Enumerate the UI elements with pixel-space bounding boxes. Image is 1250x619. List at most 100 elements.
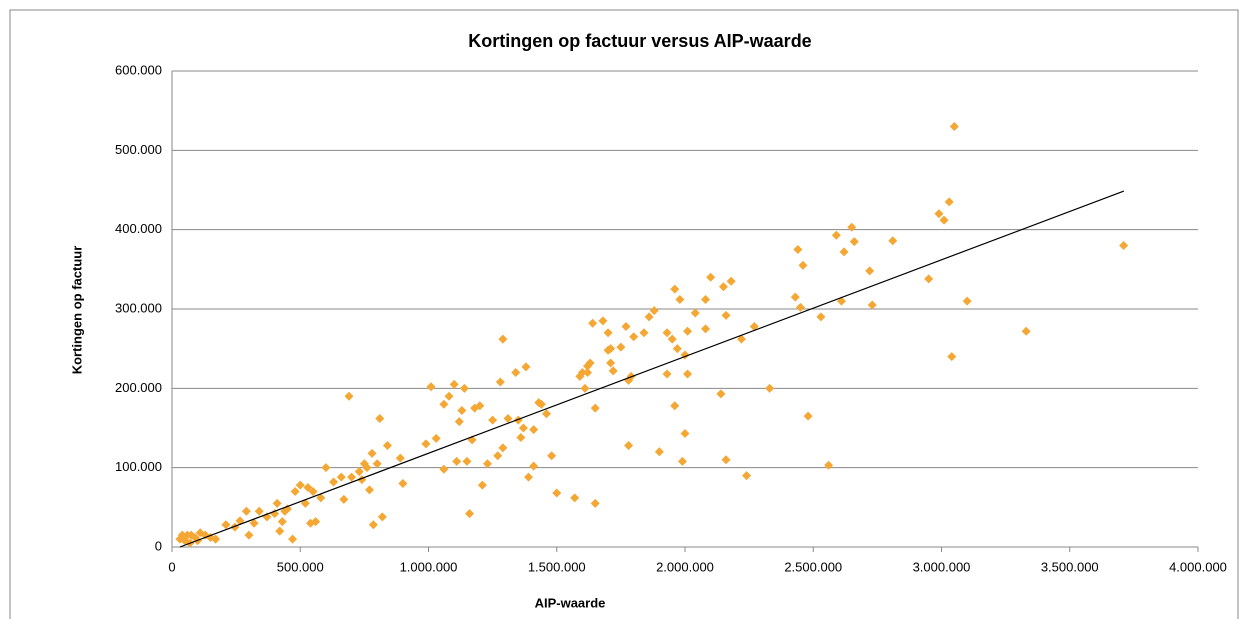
point [790, 292, 800, 302]
point [482, 459, 492, 469]
point [1021, 326, 1031, 336]
point [944, 197, 954, 207]
point [372, 459, 382, 469]
point [347, 472, 357, 482]
point [654, 447, 664, 457]
point [824, 460, 834, 470]
x-tick-label: 3.000.000 [913, 559, 971, 574]
point [316, 493, 326, 503]
point [421, 439, 431, 449]
point [516, 433, 526, 443]
x-axis-label: AIP-waarde [535, 595, 606, 610]
point [536, 399, 546, 409]
point [377, 512, 387, 522]
point [547, 451, 557, 461]
point [254, 506, 264, 516]
y-tick-label: 0 [155, 538, 162, 553]
x-tick-label: 1.000.000 [400, 559, 458, 574]
point [706, 272, 716, 282]
y-tick-label: 500.000 [115, 142, 162, 157]
point [603, 328, 613, 338]
y-tick-label: 200.000 [115, 380, 162, 395]
point [939, 215, 949, 225]
point [577, 367, 587, 377]
point [718, 282, 728, 292]
point [362, 463, 372, 473]
x-tick-label: 0 [168, 559, 175, 574]
point [439, 399, 449, 409]
point [277, 517, 287, 527]
point [395, 453, 405, 463]
point [726, 276, 736, 286]
point [690, 308, 700, 318]
x-tick-label: 4.000.000 [1169, 559, 1227, 574]
point [454, 417, 464, 427]
point [839, 247, 849, 257]
point [662, 328, 672, 338]
point [621, 321, 631, 331]
point [465, 509, 475, 519]
point [798, 260, 808, 270]
point [606, 358, 616, 368]
point [680, 429, 690, 439]
point [675, 294, 685, 304]
point [375, 413, 385, 423]
trendline [179, 190, 1125, 548]
point [382, 440, 392, 450]
point [311, 517, 321, 527]
point [795, 302, 805, 312]
point [211, 534, 221, 544]
point [493, 451, 503, 461]
point [288, 534, 298, 544]
point [439, 464, 449, 474]
point [321, 463, 331, 473]
point [639, 328, 649, 338]
point [303, 483, 313, 492]
point [629, 332, 639, 342]
point [295, 480, 305, 490]
point [221, 520, 231, 530]
y-tick-label: 400.000 [115, 221, 162, 236]
x-tick-label: 1.500.000 [528, 559, 586, 574]
point [683, 326, 693, 336]
point [241, 506, 251, 516]
point [495, 377, 505, 387]
point [831, 230, 841, 240]
chart-title: Kortingen op factuur versus AIP-waarde [468, 31, 811, 51]
point [521, 362, 531, 372]
point [793, 245, 803, 254]
point [865, 266, 875, 276]
point [329, 477, 339, 487]
point [518, 423, 528, 433]
point [683, 369, 693, 379]
x-tick-label: 2.500.000 [784, 559, 842, 574]
point [934, 209, 944, 219]
point [426, 382, 436, 392]
point [670, 284, 680, 294]
point [962, 296, 972, 306]
point [475, 401, 485, 411]
point [431, 433, 441, 443]
point [529, 425, 539, 435]
point [444, 391, 454, 401]
point [736, 334, 746, 344]
point [590, 403, 600, 413]
point [498, 334, 508, 344]
point [1119, 241, 1129, 251]
point [701, 294, 711, 304]
point [670, 401, 680, 411]
point [308, 486, 318, 496]
point [275, 526, 285, 536]
point [721, 310, 731, 320]
point [888, 236, 898, 246]
point [649, 306, 659, 316]
point [398, 479, 408, 489]
point [249, 518, 259, 528]
point [282, 504, 292, 514]
point [583, 367, 593, 377]
point [716, 389, 726, 399]
point [488, 415, 498, 425]
point [588, 318, 598, 328]
point [624, 440, 634, 450]
point [365, 485, 375, 495]
